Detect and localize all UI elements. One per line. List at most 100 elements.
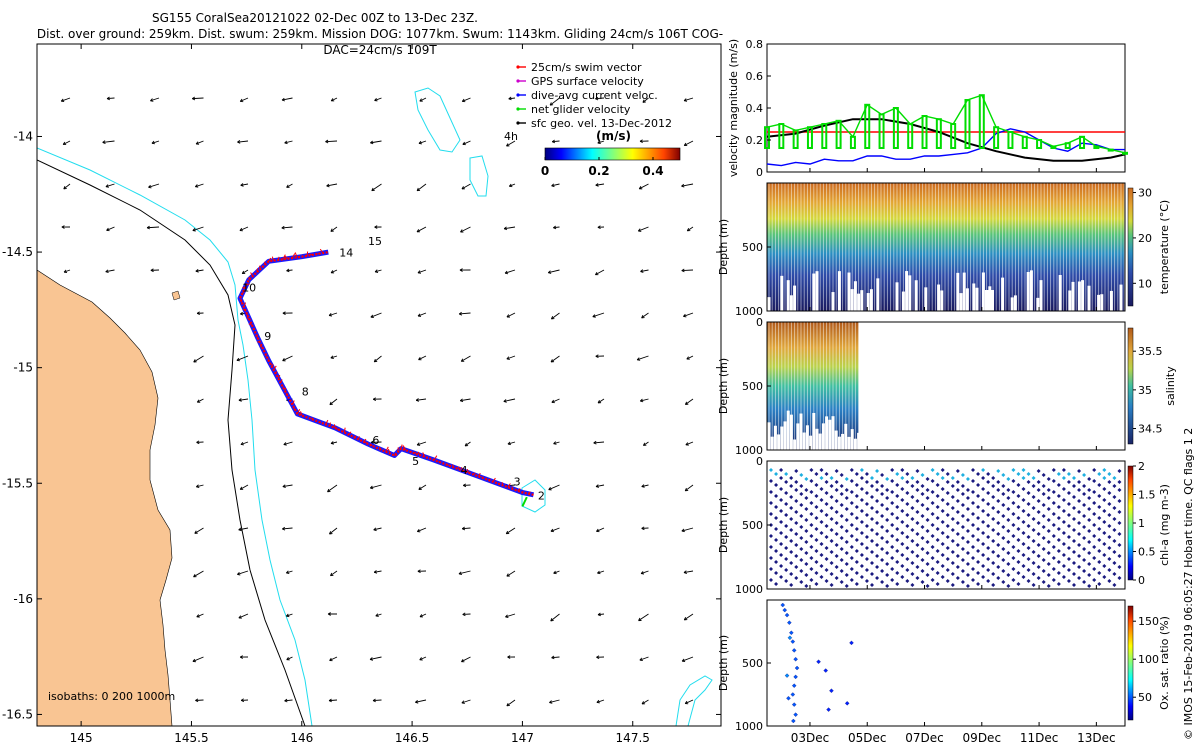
velocity-arrow <box>240 441 249 445</box>
chla-point <box>789 572 794 576</box>
chla-point <box>940 509 945 513</box>
velocity-arrow <box>641 484 649 487</box>
chla-point <box>890 468 895 472</box>
chla-point <box>1077 480 1082 484</box>
velocity-arrow <box>241 269 249 274</box>
chla-point <box>794 488 799 492</box>
chla-point <box>870 495 874 499</box>
chla-point <box>1092 490 1097 494</box>
oxygen-point <box>787 635 793 641</box>
chla-point <box>905 546 910 550</box>
velocity-arrow <box>330 570 338 577</box>
chla-point <box>900 509 905 513</box>
velocity-arrow <box>549 97 560 106</box>
velocity-arrow <box>550 355 560 363</box>
velocity-arrowhead <box>461 98 466 103</box>
chla-point <box>925 551 930 555</box>
velocity-tick-label: 0.4 <box>746 102 764 115</box>
chla-point <box>930 578 935 582</box>
chla-point <box>971 479 975 483</box>
chla-point <box>829 561 834 565</box>
profile-missing <box>956 272 960 311</box>
chla-point <box>920 580 925 584</box>
swim-vector <box>280 379 283 384</box>
velocity-arrow <box>196 484 204 488</box>
chla-point <box>1021 564 1026 568</box>
profile-missing <box>812 412 816 450</box>
chla-point <box>870 550 874 554</box>
chla-point <box>1021 520 1026 524</box>
chla-point <box>925 573 930 577</box>
chla-point <box>895 483 900 487</box>
chla-point <box>1087 488 1092 492</box>
velocity-arrowhead <box>238 398 242 402</box>
velocity-tick-label: 0.8 <box>746 38 764 51</box>
velocity-arrow <box>195 269 204 272</box>
velocity-arrowhead <box>419 98 423 102</box>
figure-header: SG155 CoralSea20121022 02-Dec 00Z to 13-… <box>0 10 760 58</box>
chla-point <box>996 521 1001 525</box>
chla-point <box>1077 521 1082 525</box>
chla-point <box>991 550 996 554</box>
velocity-arrowhead <box>329 401 333 406</box>
velocity-arrow <box>641 699 649 705</box>
velocity-arrow <box>597 140 605 144</box>
chla-point <box>819 476 824 480</box>
chla-point <box>910 506 915 510</box>
chla-point <box>834 543 839 547</box>
chla-point <box>1092 534 1097 538</box>
day-label: 5 <box>412 455 419 468</box>
chla-point <box>864 535 869 539</box>
chla-point <box>1092 523 1097 527</box>
chla-point <box>920 503 925 507</box>
velocity-arrow <box>370 484 382 489</box>
velocity-arrow <box>597 398 605 404</box>
velocity-arrow <box>550 613 560 622</box>
chla-point <box>955 565 960 569</box>
chla-point <box>849 512 854 516</box>
velocity-lines <box>764 94 1128 167</box>
profile-missing <box>837 436 841 450</box>
velocity-arrow <box>63 269 71 273</box>
swim-vector <box>466 468 469 473</box>
chla-point <box>1072 506 1076 510</box>
swim-vector <box>362 438 367 443</box>
chla-point <box>986 579 991 583</box>
track-map: 2 3 4 5 6 8 9 10 14 15 145 145.5 146 146.5 147 147.5 -1… <box>2 43 722 745</box>
chla-point <box>794 521 799 525</box>
velocity-arrow <box>550 527 560 532</box>
chla-point <box>799 514 804 518</box>
velocity-arrow <box>505 613 516 618</box>
swim-vector <box>343 427 346 433</box>
chla-ticks: 0 500 1000 <box>735 455 771 596</box>
chla-point <box>1036 521 1041 525</box>
chla-point <box>1082 473 1087 477</box>
velocity-arrowhead <box>416 528 421 533</box>
chla-point <box>976 472 981 476</box>
chla-point <box>819 531 824 535</box>
colorbar-tick-label: 1.5 <box>1138 489 1156 502</box>
islet <box>171 290 181 301</box>
chla-point <box>1112 528 1117 532</box>
swim-vector <box>422 452 426 458</box>
chla-point <box>1087 518 1092 522</box>
swim-vector <box>319 248 324 254</box>
day-label: 6 <box>372 434 379 447</box>
chla-point <box>981 509 986 513</box>
chla-point <box>804 507 809 511</box>
swim-vector <box>501 482 504 486</box>
chla-point <box>976 483 981 487</box>
oxygen-point <box>787 620 792 625</box>
oxygen-point <box>823 668 828 673</box>
chla-point <box>804 477 809 481</box>
chla-point <box>864 557 869 561</box>
chla-point <box>774 538 779 542</box>
chla-point <box>1061 468 1066 472</box>
velocity-arrow <box>193 355 204 363</box>
swim-vector <box>451 464 455 468</box>
swim-vector <box>402 445 407 451</box>
velocity-arrowhead <box>284 140 288 145</box>
profile-missing <box>857 432 861 450</box>
chla-point <box>864 480 869 484</box>
velocity-arrowhead <box>285 570 290 574</box>
